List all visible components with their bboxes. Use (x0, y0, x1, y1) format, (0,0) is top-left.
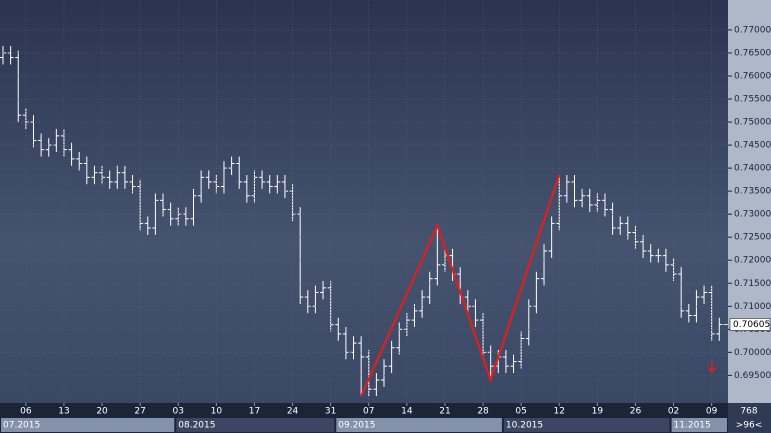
y-tick-label: 0.77000 (734, 25, 771, 35)
x-tick-label: 03 (173, 407, 184, 417)
x-tick-label: 28 (477, 407, 489, 417)
y-tick-label: 0.73500 (734, 187, 771, 197)
x-tick-label: 17 (249, 407, 260, 417)
month-box (503, 418, 670, 432)
x-tick-label: 31 (325, 407, 336, 417)
month-box (176, 418, 335, 432)
corner-bottom: >96< (736, 421, 763, 431)
x-tick-label: 21 (439, 407, 450, 417)
x-tick-label: 09 (706, 407, 718, 417)
y-tick-label: 0.75500 (734, 95, 771, 105)
month-box (671, 418, 727, 432)
x-tick-label: 10 (211, 407, 223, 417)
month-label: 11.2015 (674, 421, 711, 431)
x-tick-label: 24 (287, 407, 299, 417)
x-tick-label: 12 (554, 407, 565, 417)
price-axis (728, 0, 771, 403)
y-tick-label: 0.70000 (734, 348, 771, 358)
y-tick-label: 0.72000 (734, 256, 771, 266)
y-tick-label: 0.75000 (734, 118, 771, 128)
y-tick-label: 0.71000 (734, 302, 771, 312)
x-tick-label: 26 (630, 407, 642, 417)
plot-background (0, 0, 728, 403)
y-tick-label: 0.74000 (734, 164, 771, 174)
month-label: 07.2015 (3, 421, 40, 431)
zigzag-line (360, 174, 561, 397)
month-label: 09.2015 (338, 421, 375, 431)
x-tick-label: 13 (58, 407, 69, 417)
last-price-box (729, 318, 771, 331)
last-price-label: 0.70605 (733, 320, 770, 330)
x-tick-label: 27 (134, 407, 145, 417)
x-tick-label: 02 (668, 407, 679, 417)
corner-box (728, 403, 771, 433)
x-tick-label: 14 (401, 407, 413, 417)
month-label: 08.2015 (178, 421, 215, 431)
y-tick-label: 0.76000 (734, 71, 771, 81)
signal-arrow (707, 361, 717, 374)
y-tick-label: 0.69500 (734, 371, 771, 381)
x-tick-label: 06 (20, 407, 32, 417)
x-tick-label: 05 (515, 407, 526, 417)
y-tick-label: 0.73000 (734, 210, 771, 220)
month-box (336, 418, 502, 432)
x-tick-label: 19 (592, 407, 604, 417)
y-tick-label: 0.72500 (734, 233, 771, 243)
month-label: 10.2015 (506, 421, 543, 431)
y-tick-label: 0.71500 (734, 279, 771, 289)
y-tick-label: 0.76500 (734, 48, 771, 58)
y-tick-label: 0.74500 (734, 141, 771, 151)
x-tick-label: 20 (96, 407, 108, 417)
month-box (1, 418, 175, 432)
corner-top: 768 (740, 407, 757, 417)
x-tick-label: 07 (363, 407, 374, 417)
